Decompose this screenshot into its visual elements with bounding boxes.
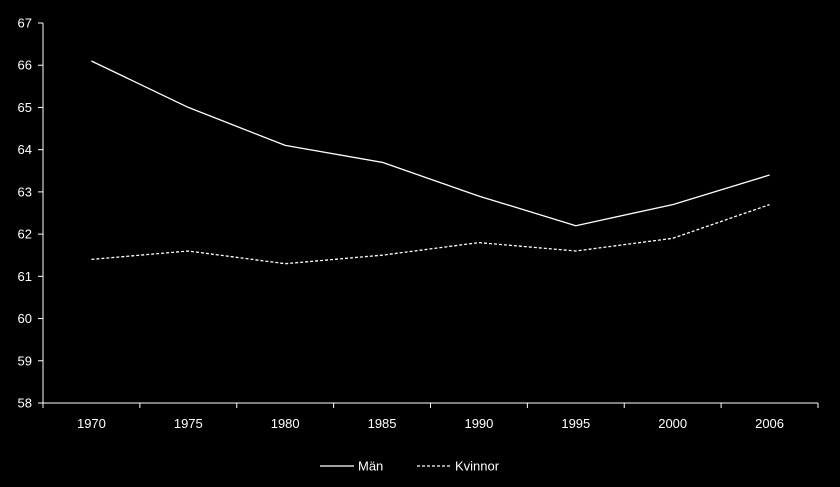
chart-legend: Män Kvinnor	[320, 459, 500, 474]
y-tick-label: 59	[18, 353, 32, 368]
x-tick-label: 1990	[464, 416, 493, 431]
x-tick-label: 1970	[77, 416, 106, 431]
y-axis-ticks: 58 59 60 61 62 63 64 65 66 67	[18, 16, 43, 411]
legend-label: Kvinnor	[455, 459, 500, 474]
legend-label: Män	[358, 459, 383, 474]
x-axis-ticks: 1970 1975 1980 1985 1990 1995 2000 2006	[42, 403, 819, 431]
x-tick-label: 1995	[561, 416, 590, 431]
x-tick-label: 1975	[174, 416, 203, 431]
y-tick-label: 60	[18, 311, 32, 326]
x-tick-label: 2006	[755, 416, 784, 431]
y-tick-label: 67	[18, 16, 32, 31]
series-line-man	[91, 60, 770, 227]
y-tick-label: 58	[18, 396, 32, 411]
y-tick-label: 66	[18, 58, 32, 73]
y-tick-label: 65	[18, 100, 32, 115]
x-tick-label: 1985	[368, 416, 397, 431]
chart-axes	[42, 23, 818, 404]
y-tick-label: 62	[18, 227, 32, 242]
x-tick-label: 2000	[658, 416, 687, 431]
y-tick-label: 64	[18, 142, 32, 157]
chart-series	[91, 60, 770, 265]
series-line-kvinnor	[91, 203, 770, 265]
x-tick-label: 1980	[271, 416, 300, 431]
y-tick-label: 63	[18, 184, 32, 199]
y-tick-label: 61	[18, 269, 32, 284]
